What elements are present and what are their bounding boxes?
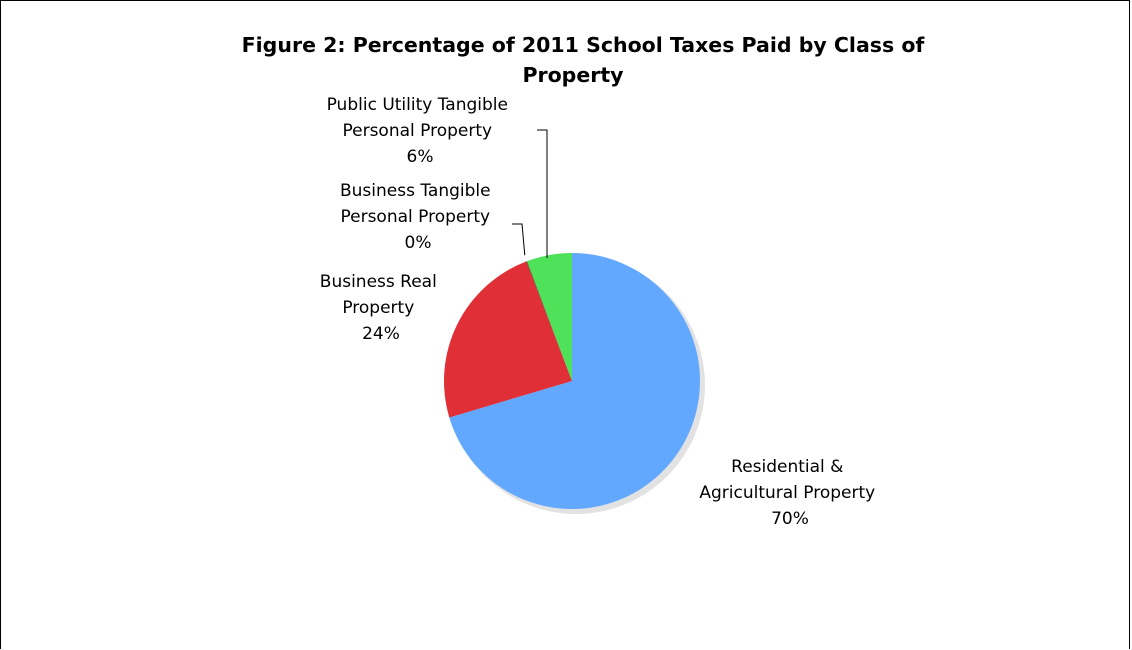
chart-title-line-1: Figure 2: Percentage of 2011 School Taxe… <box>241 33 925 57</box>
slice-label-business-tangible-value: 0% <box>405 233 432 253</box>
slice-label-residential-value: 70% <box>771 509 809 529</box>
slice-label-business-tangible-line-2: Personal Property <box>340 207 490 227</box>
slice-label-public-utility-line-2: Personal Property <box>342 121 492 141</box>
leader-line-public-utility <box>537 129 548 258</box>
slice-label-public-utility-line-1: Public Utility Tangible <box>327 95 508 115</box>
pie-slice-business-tangible <box>526 261 572 381</box>
chart-title-line-2: Property <box>522 63 624 87</box>
slice-label-business-real-line-2: Property <box>342 298 414 318</box>
pie-slices <box>444 252 701 509</box>
leader-line-business-tangible <box>512 223 526 256</box>
slice-labels: Residential & Agricultural Property 70% … <box>320 95 880 529</box>
slice-label-business-real-line-1: Business Real <box>320 272 437 292</box>
slice-label-business-tangible-line-1: Business Tangible <box>340 181 491 201</box>
pie-slice-business-real <box>444 261 572 418</box>
slice-label-business-tangible: Business Tangible Personal Property 0% <box>340 181 496 253</box>
slice-label-residential: Residential & Agricultural Property 70% <box>699 457 880 529</box>
slice-label-business-real-value: 24% <box>362 324 400 344</box>
leader-lines <box>512 129 548 258</box>
slice-label-public-utility: Public Utility Tangible Personal Propert… <box>327 95 514 167</box>
slice-label-public-utility-value: 6% <box>407 147 434 167</box>
slice-label-business-real: Business Real Property 24% <box>320 272 442 344</box>
pie-slice-residential <box>449 253 701 509</box>
slice-label-residential-line-1: Residential & <box>731 457 843 477</box>
slice-label-residential-line-2: Agricultural Property <box>699 483 875 503</box>
pie-slice-public-utility <box>527 252 572 381</box>
chart-title: Figure 2: Percentage of 2011 School Taxe… <box>1 30 1132 90</box>
